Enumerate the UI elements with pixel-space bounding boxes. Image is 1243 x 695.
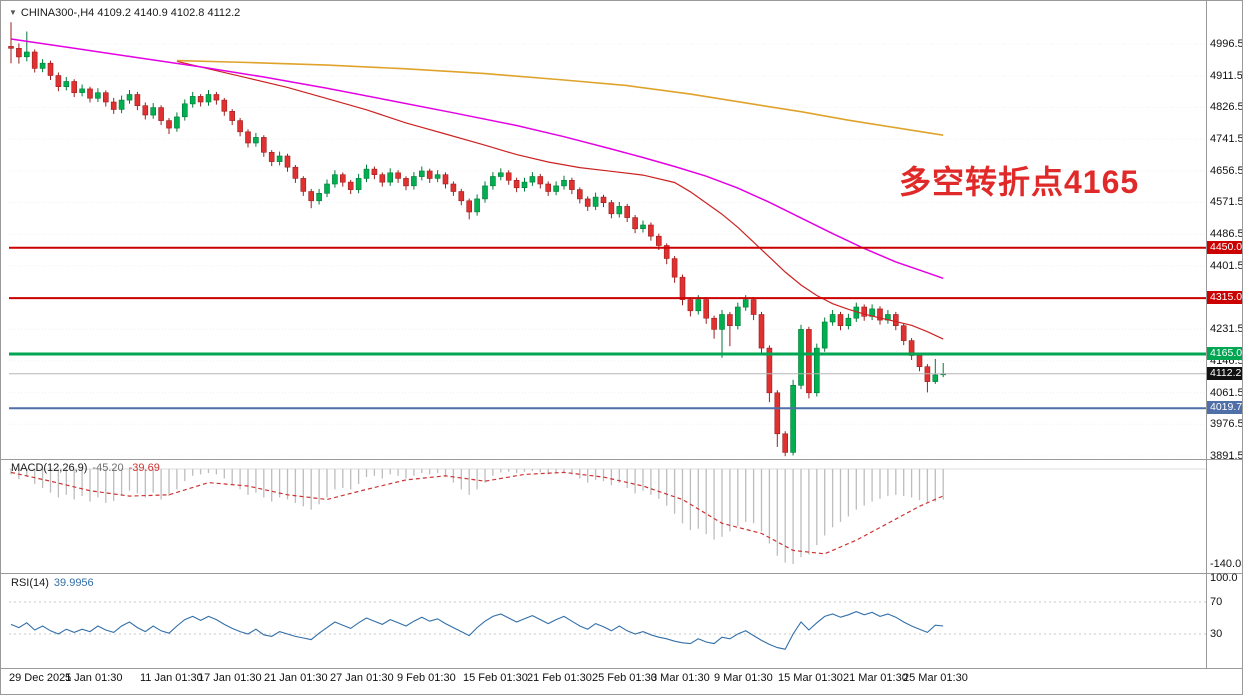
time-axis-label: 9 Mar 01:30: [714, 672, 773, 684]
time-axis-label: 11 Jan 01:30: [140, 672, 203, 684]
price-axis-label: 4996.5: [1210, 38, 1243, 50]
price-axis-label: 4656.5: [1210, 164, 1243, 177]
ma-fast-red: [176, 60, 944, 340]
macd-indicator-label: MACD(12,26,9) -45.20 -39.69: [11, 462, 160, 474]
price-axis-label: 4571.5: [1210, 196, 1243, 209]
rsi-axis-label: 100.0: [1210, 572, 1238, 584]
time-axis-label: 25 Mar 01:30: [903, 672, 968, 684]
price-axis-label: 4061.5: [1210, 386, 1243, 399]
macd-signal-line: [10, 471, 944, 555]
macd-histogram: [10, 469, 944, 564]
macd-signal-value: -39.69: [128, 462, 160, 474]
macd-main-value: -45.20: [92, 462, 124, 474]
price-axis-label: 4911.5: [1210, 69, 1243, 82]
time-axis-label: 27 Jan 01:30: [330, 672, 394, 684]
time-axis-label: 9 Feb 01:30: [397, 672, 456, 684]
ma-slow-orange: [176, 59, 944, 136]
time-axis-label: 25 Feb 01:30: [592, 672, 657, 684]
time-axis-label: 21 Mar 01:30: [843, 672, 908, 684]
price-axis-label: 4826.5: [1210, 101, 1243, 114]
rsi-axis-label: 70: [1210, 596, 1223, 608]
rsi-line: [10, 611, 944, 650]
price-badge: 4450.0: [1207, 240, 1242, 254]
price-axis-label: 3976.5: [1210, 418, 1243, 431]
macd-axis-label: -140.03: [1210, 557, 1242, 570]
price-axis-label: 4401.5: [1210, 259, 1243, 272]
time-axis-label: 17 Jan 01:30: [198, 672, 262, 684]
rsi-value: 39.9956: [53, 577, 94, 589]
time-axis-label: 29 Dec 2021: [9, 672, 72, 684]
time-axis-label: 21 Jan 01:30: [264, 672, 328, 684]
time-axis-label: 15 Feb 01:30: [463, 672, 528, 684]
price-badge: 4112.2: [1207, 366, 1242, 380]
price-axis-label: 4231.5: [1210, 323, 1243, 336]
time-axis-label: 15 Mar 01:30: [778, 672, 843, 684]
time-axis-label: 21 Feb 01:30: [527, 672, 592, 684]
candlestick-series: [8, 22, 947, 457]
time-axis-label: 3 Mar 01:30: [651, 672, 710, 684]
pivot-annotation-text: 多空转折点4165: [899, 164, 1140, 200]
chart-header: ▼ CHINA300-,H4 4109.2 4140.9 4102.8 4112.…: [9, 7, 240, 19]
rsi-axis-label: 30: [1210, 628, 1223, 640]
rsi-name: RSI(14): [11, 577, 49, 589]
price-axis-label: 4741.5: [1210, 133, 1243, 146]
price-badge: 4315.0: [1207, 291, 1242, 305]
symbol-period-label: CHINA300-,H4: [20, 7, 95, 19]
time-axis-label: 5 Jan 01:30: [65, 672, 123, 684]
ma-mid-magenta: [10, 38, 944, 280]
price-badge: 4165.0: [1207, 347, 1242, 361]
chart-marker-icon: ▼: [9, 8, 17, 17]
macd-name: MACD(12,26,9): [11, 462, 88, 474]
rsi-indicator-label: RSI(14) 39.9956: [11, 577, 94, 589]
ohlc-values: 4109.2 4140.9 4102.8 4112.2: [97, 7, 241, 19]
price-badge: 4019.7: [1207, 401, 1242, 415]
price-axis-label: 4486.5: [1210, 228, 1243, 241]
price-axis-label: 3891.5: [1210, 450, 1243, 462]
